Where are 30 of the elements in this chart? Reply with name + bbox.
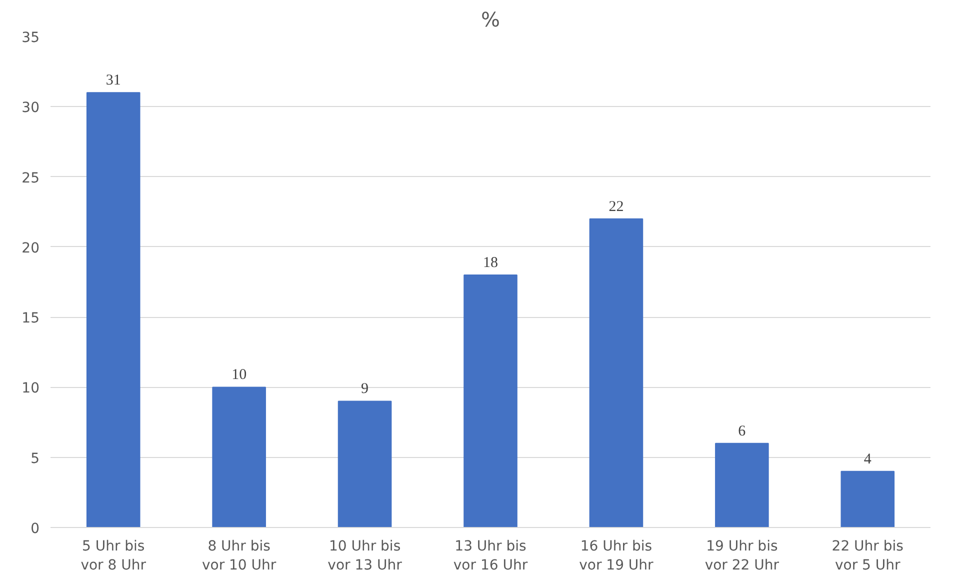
- data-label: 9: [361, 381, 369, 398]
- y-tick-label: 5: [30, 450, 40, 467]
- x-tick-label: 22 Uhr bis vor 5 Uhr: [832, 538, 904, 574]
- data-label: 10: [232, 367, 247, 384]
- data-label: 4: [864, 451, 872, 468]
- bar: [212, 386, 266, 528]
- bar: [715, 442, 769, 528]
- y-tick-label: 0: [30, 521, 40, 537]
- y-tick-label: 15: [22, 310, 40, 327]
- bar: [86, 92, 140, 528]
- bar: [589, 218, 644, 528]
- data-label: 6: [738, 423, 746, 440]
- y-tick-label: 35: [22, 30, 40, 46]
- x-tick-label: 8 Uhr bis vor 10 Uhr: [202, 538, 276, 574]
- y-tick-label: 20: [22, 240, 40, 256]
- x-tick-label: 19 Uhr bis vor 22 Uhr: [704, 538, 780, 574]
- x-tick-label: 16 Uhr bis vor 19 Uhr: [579, 538, 654, 574]
- data-label: 31: [106, 72, 121, 89]
- y-tick-label: 30: [22, 100, 40, 116]
- bar: [840, 470, 895, 528]
- bar: [338, 400, 392, 528]
- x-tick-label: 10 Uhr bis vor 13 Uhr: [328, 538, 402, 574]
- data-label: 18: [483, 254, 498, 271]
- bar: [464, 274, 518, 528]
- y-tick-label: 25: [22, 170, 40, 186]
- y-tick-label: 10: [22, 380, 40, 397]
- x-tick-label: 13 Uhr bis vor 16 Uhr: [453, 538, 528, 574]
- data-label: 22: [608, 198, 624, 215]
- x-tick-label: 5 Uhr bis vor 8 Uhr: [80, 538, 146, 574]
- chart-title: %: [481, 8, 500, 32]
